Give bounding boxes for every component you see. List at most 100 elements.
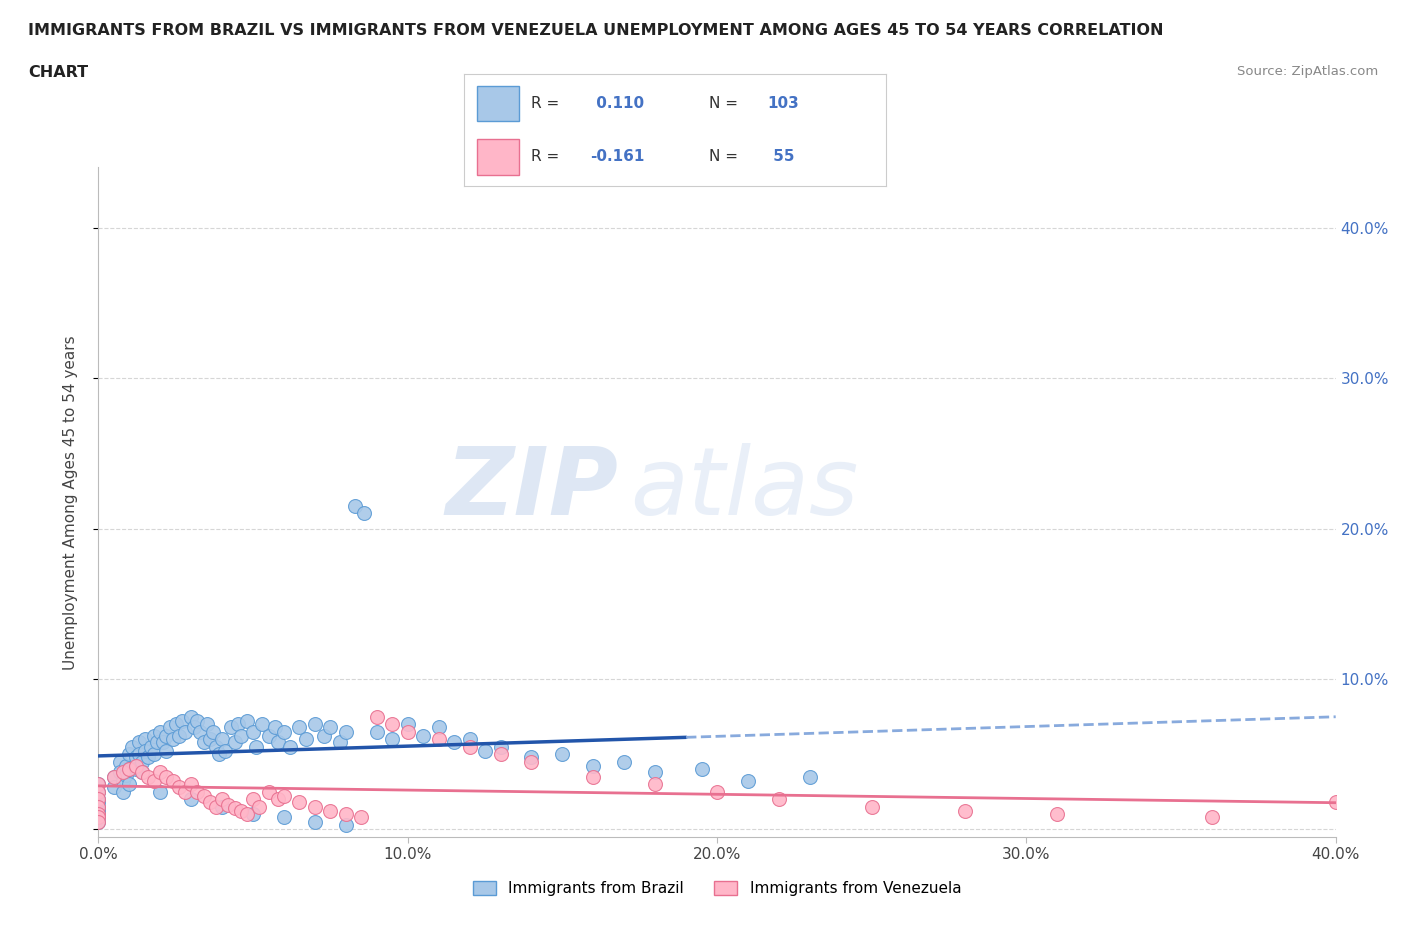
Point [551,747,574,762]
Point [396,717,419,732]
Point [193,789,215,804]
Point [229,729,252,744]
Point [121,739,143,754]
Point [108,754,131,769]
Point [162,774,184,789]
Point [953,804,976,818]
Point [706,784,728,799]
Point [87,810,110,825]
Text: R =: R = [531,96,560,111]
Point [128,735,150,750]
Point [489,747,512,762]
Point [242,807,264,822]
Point [118,762,141,777]
Point [108,764,131,779]
Point [115,768,138,783]
FancyBboxPatch shape [477,86,519,121]
Point [304,717,326,732]
Point [87,795,110,810]
Point [139,739,162,754]
Point [87,800,110,815]
Point [520,750,543,764]
Point [350,810,373,825]
Point [236,713,259,728]
Point [190,724,212,739]
Point [87,807,110,822]
Point [1046,807,1069,822]
Point [860,800,883,815]
Point [458,732,481,747]
FancyBboxPatch shape [477,140,519,175]
Point [131,764,153,779]
Point [195,717,218,732]
Point [155,744,177,759]
Text: atlas: atlas [630,444,859,535]
Text: -0.161: -0.161 [591,150,645,165]
Point [690,762,713,777]
Point [165,717,187,732]
Point [520,754,543,769]
Point [128,747,150,762]
Point [247,800,270,815]
Point [335,724,357,739]
Point [273,724,295,739]
Point [427,732,450,747]
Point [131,764,153,779]
Text: R =: R = [531,150,560,165]
Point [118,777,141,791]
Point [112,774,135,789]
Point [353,506,375,521]
Point [211,732,233,747]
Point [211,792,233,807]
Point [143,747,166,762]
Point [737,774,759,789]
Point [208,747,231,762]
Point [87,777,110,791]
Point [198,732,221,747]
Point [170,713,193,728]
Point [143,774,166,789]
Point [366,724,388,739]
Point [146,735,169,750]
Point [186,713,208,728]
Point [1201,810,1223,825]
Point [155,769,177,784]
Point [396,724,419,739]
Point [159,720,181,735]
Point [87,804,110,818]
Text: ZIP: ZIP [446,443,619,535]
Point [186,784,208,799]
Text: 0.110: 0.110 [591,96,644,111]
Y-axis label: Unemployment Among Ages 45 to 54 years: Unemployment Among Ages 45 to 54 years [63,335,77,670]
Point [304,800,326,815]
Point [224,735,246,750]
Point [183,720,205,735]
Point [335,817,357,832]
Text: IMMIGRANTS FROM BRAZIL VS IMMIGRANTS FROM VENEZUELA UNEMPLOYMENT AMONG AGES 45 T: IMMIGRANTS FROM BRAZIL VS IMMIGRANTS FRO… [28,23,1164,38]
Text: CHART: CHART [28,65,89,80]
Point [136,750,159,764]
Point [87,810,110,825]
Point [458,739,481,754]
Point [273,789,295,804]
Point [214,744,236,759]
Point [381,732,404,747]
Point [474,744,496,759]
Point [87,815,110,830]
Point [87,784,110,799]
Point [149,724,172,739]
Point [87,792,110,807]
Point [236,807,259,822]
Point [201,724,224,739]
Point [319,804,342,818]
Point [582,769,605,784]
Point [267,735,290,750]
Point [87,800,110,815]
Text: N =: N = [709,150,738,165]
Point [167,729,190,744]
Point [136,769,159,784]
Legend: Immigrants from Brazil, Immigrants from Venezuela: Immigrants from Brazil, Immigrants from … [472,882,962,897]
Point [1324,795,1347,810]
Point [229,804,252,818]
Point [103,769,125,784]
